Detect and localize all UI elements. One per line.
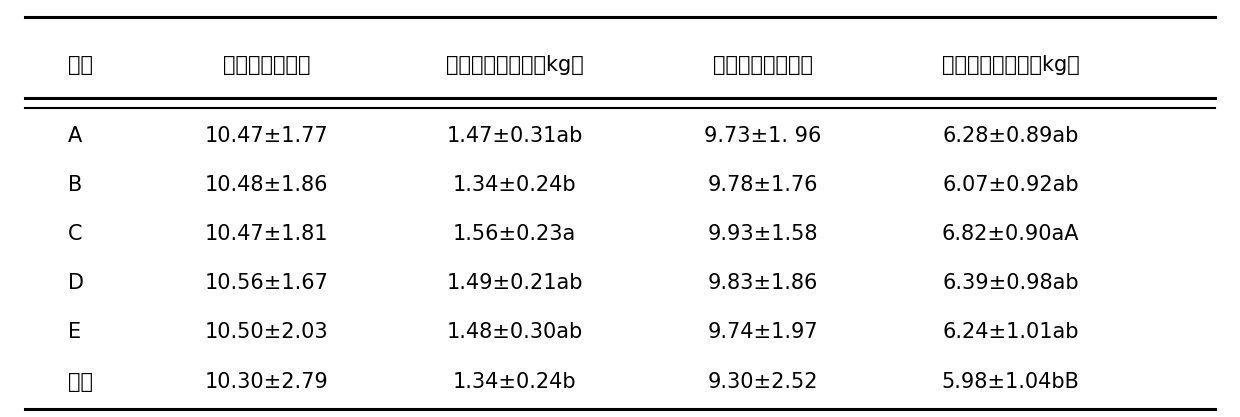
Text: 6.07±0.92ab: 6.07±0.92ab (942, 175, 1079, 195)
Text: 对照: 对照 (68, 372, 93, 392)
Text: 1.34±0.24b: 1.34±0.24b (453, 372, 577, 392)
Text: 1.34±0.24b: 1.34±0.24b (453, 175, 577, 195)
Text: 10.48±1.86: 10.48±1.86 (205, 175, 329, 195)
Text: 10.50±2.03: 10.50±2.03 (205, 322, 329, 342)
Text: 9.30±2.52: 9.30±2.52 (707, 372, 818, 392)
Text: 产活仔数（头）: 产活仔数（头） (223, 55, 310, 75)
Text: 10.30±2.79: 10.30±2.79 (205, 372, 329, 392)
Text: A: A (68, 126, 82, 146)
Text: D: D (68, 273, 84, 293)
Text: 6.82±0.90aA: 6.82±0.90aA (942, 224, 1079, 244)
Text: E: E (68, 322, 82, 342)
Text: 9.74±1.97: 9.74±1.97 (707, 322, 818, 342)
Text: 1.49±0.21ab: 1.49±0.21ab (446, 273, 583, 293)
Text: 6.39±0.98ab: 6.39±0.98ab (942, 273, 1079, 293)
Text: 断奶活仔数（头）: 断奶活仔数（头） (713, 55, 812, 75)
Text: 10.56±1.67: 10.56±1.67 (205, 273, 329, 293)
Text: 9.93±1.58: 9.93±1.58 (707, 224, 818, 244)
Text: 9.78±1.76: 9.78±1.76 (707, 175, 818, 195)
Text: B: B (68, 175, 82, 195)
Text: 1.56±0.23a: 1.56±0.23a (453, 224, 577, 244)
Text: 6.24±1.01ab: 6.24±1.01ab (942, 322, 1079, 342)
Text: 1.48±0.30ab: 1.48±0.30ab (446, 322, 583, 342)
Text: 10.47±1.81: 10.47±1.81 (205, 224, 329, 244)
Text: 1.47±0.31ab: 1.47±0.31ab (446, 126, 583, 146)
Text: 10.47±1.77: 10.47±1.77 (205, 126, 329, 146)
Text: 组别: 组别 (68, 55, 93, 75)
Text: 6.28±0.89ab: 6.28±0.89ab (942, 126, 1079, 146)
Text: 9.73±1. 96: 9.73±1. 96 (704, 126, 821, 146)
Text: 5.98±1.04bB: 5.98±1.04bB (941, 372, 1080, 392)
Text: 断奶个体平均重（kg）: 断奶个体平均重（kg） (941, 55, 1080, 75)
Text: C: C (68, 224, 83, 244)
Text: 9.83±1.86: 9.83±1.86 (707, 273, 818, 293)
Text: 初生个体平均重（kg）: 初生个体平均重（kg） (445, 55, 584, 75)
